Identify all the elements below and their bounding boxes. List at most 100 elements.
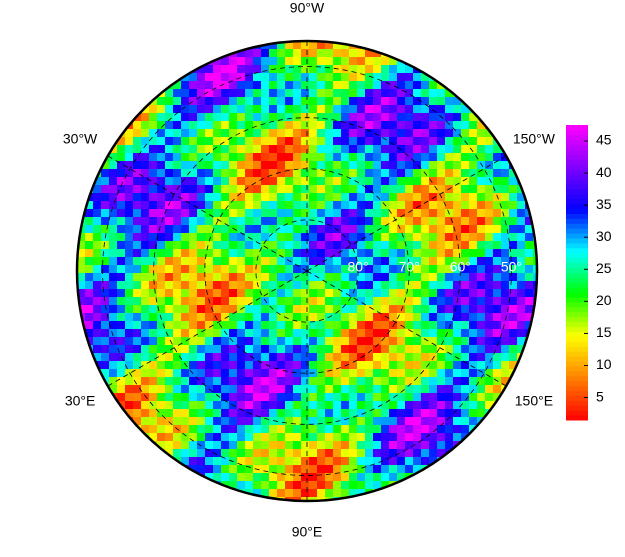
graticule: 80° 70° 60° 50°	[102, 41, 522, 501]
map-texture-cell	[429, 449, 437, 457]
map-texture-cell	[421, 305, 429, 313]
map-texture-cell	[93, 321, 101, 329]
map-texture-cell	[317, 273, 325, 281]
map-texture-cell	[293, 473, 301, 481]
map-texture-cell	[133, 345, 141, 353]
map-texture-cell	[141, 345, 149, 353]
map-texture-cell	[437, 449, 445, 457]
map-texture-cell	[349, 441, 357, 449]
map-texture-cell	[253, 81, 261, 89]
map-texture-cell	[221, 265, 229, 273]
parallel-line	[255, 219, 359, 323]
map-texture-cell	[309, 113, 317, 121]
map-texture-cell	[213, 433, 221, 441]
map-texture-cell	[197, 57, 205, 65]
map-texture-cell	[341, 81, 349, 89]
map-texture-cell	[77, 297, 85, 305]
map-texture-cell	[517, 337, 525, 345]
map-texture-cell	[477, 129, 485, 137]
map-texture-cell	[349, 377, 357, 385]
map-texture-cell	[149, 313, 157, 321]
map-texture-cell	[221, 113, 229, 121]
map-texture-cell	[229, 225, 237, 233]
map-texture-cell	[525, 305, 533, 313]
map-texture-cell	[405, 129, 413, 137]
map-texture-cell	[405, 217, 413, 225]
map-texture-cell	[221, 465, 229, 473]
map-texture-cell	[317, 337, 325, 345]
map-texture-cell	[189, 265, 197, 273]
map-texture-cell	[309, 465, 317, 473]
map-texture-cell	[357, 185, 365, 193]
map-texture-cell	[429, 289, 437, 297]
map-texture-cell	[173, 169, 181, 177]
map-texture-cell	[133, 249, 141, 257]
map-texture-cell	[261, 161, 269, 169]
map-texture-cell	[429, 105, 437, 113]
map-texture-cell	[461, 289, 469, 297]
map-texture-cell	[341, 201, 349, 209]
map-texture-cell	[181, 321, 189, 329]
map-texture-cell	[445, 417, 453, 425]
map-texture-cell	[253, 289, 261, 297]
map-texture-cell	[429, 161, 437, 169]
map-texture-cell	[397, 473, 405, 481]
map-texture-cell	[397, 241, 405, 249]
map-texture-cell	[109, 345, 117, 353]
map-texture-cell	[197, 193, 205, 201]
map-texture-cell	[341, 457, 349, 465]
map-texture-cell	[349, 201, 357, 209]
map-texture-cell	[381, 489, 389, 497]
map-texture-cell	[181, 377, 189, 385]
map-texture-cell	[357, 273, 365, 281]
map-texture-cell	[197, 169, 205, 177]
map-texture-cell	[149, 121, 157, 129]
map-texture-cell	[77, 337, 85, 345]
map-texture-cell	[229, 169, 237, 177]
map-texture-cell	[221, 313, 229, 321]
map-texture-cell	[157, 281, 165, 289]
map-texture-cell	[117, 153, 125, 161]
map-texture-cell	[501, 177, 509, 185]
map-texture-cell	[333, 209, 341, 217]
map-texture-cell	[285, 441, 293, 449]
map-texture-cell	[501, 193, 509, 201]
map-texture-cell	[269, 145, 277, 153]
map-texture-cell	[157, 225, 165, 233]
map-texture-cell	[405, 137, 413, 145]
map-texture-cell	[445, 233, 453, 241]
map-texture-cell	[229, 129, 237, 137]
map-texture-cell	[493, 249, 501, 257]
map-texture-cell	[101, 209, 109, 217]
map-texture-cell	[429, 209, 437, 217]
map-texture-cell	[365, 81, 373, 89]
map-texture-cell	[181, 241, 189, 249]
map-texture-cell	[221, 81, 229, 89]
map-texture-cell	[277, 97, 285, 105]
map-texture-cell	[341, 153, 349, 161]
map-texture-cell	[237, 409, 245, 417]
map-texture-cell	[157, 81, 165, 89]
map-texture-cell	[405, 305, 413, 313]
colorbar-cell	[566, 410, 588, 416]
map-texture-cell	[141, 385, 149, 393]
map-texture-cell	[109, 337, 117, 345]
map-texture-cell	[413, 97, 421, 105]
map-texture-cell	[117, 385, 125, 393]
map-texture-cell	[277, 113, 285, 121]
map-texture-cell	[309, 433, 317, 441]
map-texture-cell	[373, 385, 381, 393]
colorbar-tick-label: 20	[596, 292, 612, 308]
map-texture-cell	[269, 377, 277, 385]
map-texture-cell	[349, 345, 357, 353]
map-texture-cell	[117, 337, 125, 345]
map-texture-cell	[117, 161, 125, 169]
map-texture-cell	[221, 129, 229, 137]
map-texture-cell	[245, 481, 253, 489]
map-texture-cell	[485, 217, 493, 225]
map-texture-cell	[453, 449, 461, 457]
map-texture-cell	[133, 153, 141, 161]
map-texture-cell	[445, 313, 453, 321]
map-texture-cell	[453, 385, 461, 393]
map-texture-cell	[213, 457, 221, 465]
